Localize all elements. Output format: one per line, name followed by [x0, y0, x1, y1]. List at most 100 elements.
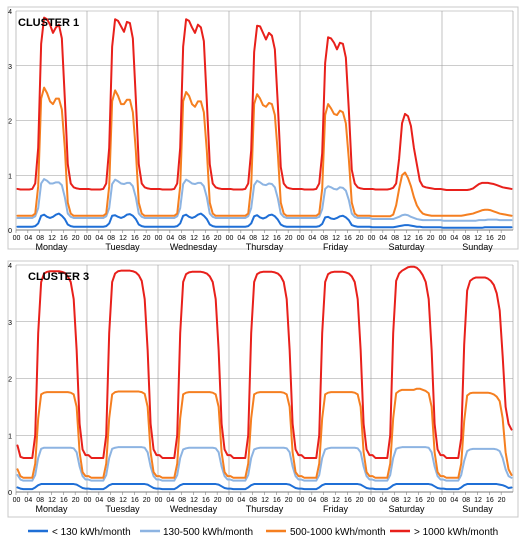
- hour-tick-label: 20: [214, 235, 222, 242]
- hour-tick-label: 04: [237, 235, 245, 242]
- series-line-1: [16, 212, 513, 229]
- hour-tick-label: 00: [297, 235, 305, 242]
- hour-tick-label: 12: [332, 235, 340, 242]
- hour-tick-label: 08: [391, 235, 399, 242]
- hour-tick-label: 16: [131, 235, 139, 242]
- hour-tick-label: 04: [95, 497, 103, 504]
- hour-tick-label: 04: [166, 497, 174, 504]
- hour-tick-label: 08: [320, 497, 328, 504]
- hour-tick-label: 20: [427, 235, 435, 242]
- series-line-2: [16, 446, 513, 482]
- series-line-1: [16, 483, 513, 491]
- hour-tick-label: 20: [214, 497, 222, 504]
- hour-tick-label: 12: [474, 497, 482, 504]
- series-line-4: [16, 16, 513, 192]
- day-label: Saturday: [388, 242, 425, 252]
- hour-tick-label: 04: [308, 497, 316, 504]
- day-label: Thursday: [246, 242, 284, 252]
- y-tick-label: 3: [8, 64, 12, 71]
- hour-tick-label: 00: [439, 497, 447, 504]
- hour-tick-label: 04: [24, 235, 32, 242]
- hour-tick-label: 12: [48, 497, 56, 504]
- legend: < 130 kWh/month 130-500 kWh/month 500-1000…: [28, 527, 498, 538]
- legend-label: 130-500 kWh/month: [163, 527, 253, 538]
- hour-tick-label: 00: [13, 497, 21, 504]
- hour-tick-label: 20: [356, 235, 364, 242]
- y-tick-label: 1: [8, 433, 12, 440]
- hour-tick-label: 04: [166, 235, 174, 242]
- hour-tick-label: 00: [439, 235, 447, 242]
- hour-tick-label: 00: [226, 497, 234, 504]
- hour-tick-label: 16: [60, 235, 68, 242]
- hour-tick-label: 08: [462, 235, 470, 242]
- y-tick-label: 4: [8, 263, 12, 270]
- hour-tick-label: 00: [13, 235, 21, 242]
- legend-label: < 130 kWh/month: [52, 527, 131, 538]
- hour-tick-label: 08: [391, 497, 399, 504]
- hour-tick-label: 12: [190, 497, 198, 504]
- day-label: Tuesday: [105, 504, 140, 514]
- hour-tick-label: 20: [427, 497, 435, 504]
- day-label: Sunday: [462, 242, 493, 252]
- hour-tick-label: 16: [131, 497, 139, 504]
- series-line-3: [16, 387, 513, 479]
- hour-tick-label: 08: [107, 235, 115, 242]
- day-label: Sunday: [462, 504, 493, 514]
- hour-tick-label: 16: [202, 235, 210, 242]
- hour-tick-label: 16: [486, 235, 494, 242]
- hour-tick-label: 12: [403, 235, 411, 242]
- hour-tick-label: 00: [368, 235, 376, 242]
- hour-tick-label: 08: [178, 497, 186, 504]
- hour-tick-label: 12: [261, 235, 269, 242]
- hour-tick-label: 20: [285, 497, 293, 504]
- hour-tick-label: 04: [379, 235, 387, 242]
- hour-tick-label: 08: [249, 235, 257, 242]
- hour-tick-label: 04: [379, 497, 387, 504]
- hour-tick-label: 20: [72, 235, 80, 242]
- day-label: Friday: [323, 504, 349, 514]
- hour-tick-label: 20: [143, 235, 151, 242]
- series-line-4: [16, 265, 513, 459]
- day-label: Monday: [35, 504, 68, 514]
- hour-tick-label: 08: [249, 497, 257, 504]
- hour-tick-label: 00: [368, 497, 376, 504]
- hour-tick-label: 12: [119, 235, 127, 242]
- hour-tick-label: 16: [415, 235, 423, 242]
- hour-tick-label: 08: [320, 235, 328, 242]
- hour-tick-label: 20: [356, 497, 364, 504]
- hour-tick-label: 20: [143, 497, 151, 504]
- day-label: Thursday: [246, 504, 284, 514]
- hour-tick-label: 00: [155, 235, 163, 242]
- y-tick-label: 4: [8, 9, 12, 16]
- hour-tick-label: 12: [403, 497, 411, 504]
- y-tick-label: 0: [8, 228, 12, 235]
- hour-tick-label: 00: [226, 235, 234, 242]
- hour-tick-label: 00: [155, 497, 163, 504]
- hour-tick-label: 00: [84, 235, 92, 242]
- hour-tick-label: 08: [36, 497, 44, 504]
- hour-tick-label: 16: [344, 497, 352, 504]
- y-tick-label: 1: [8, 173, 12, 180]
- chart-title: CLUSTER 3: [28, 271, 89, 283]
- day-label: Wednesday: [170, 504, 218, 514]
- hour-tick-label: 04: [24, 497, 32, 504]
- hour-tick-label: 08: [107, 497, 115, 504]
- y-tick-label: 3: [8, 320, 12, 327]
- hour-tick-label: 16: [202, 497, 210, 504]
- hour-tick-label: 12: [190, 235, 198, 242]
- hour-tick-label: 16: [344, 235, 352, 242]
- day-label: Monday: [35, 242, 68, 252]
- hour-tick-label: 08: [178, 235, 186, 242]
- day-label: Friday: [323, 242, 349, 252]
- hour-tick-label: 12: [474, 235, 482, 242]
- hour-tick-label: 08: [462, 497, 470, 504]
- hour-tick-label: 04: [450, 235, 458, 242]
- hour-tick-label: 20: [72, 497, 80, 504]
- hour-tick-label: 12: [332, 497, 340, 504]
- chart-title: CLUSTER 1: [18, 17, 79, 29]
- hour-tick-label: 16: [60, 497, 68, 504]
